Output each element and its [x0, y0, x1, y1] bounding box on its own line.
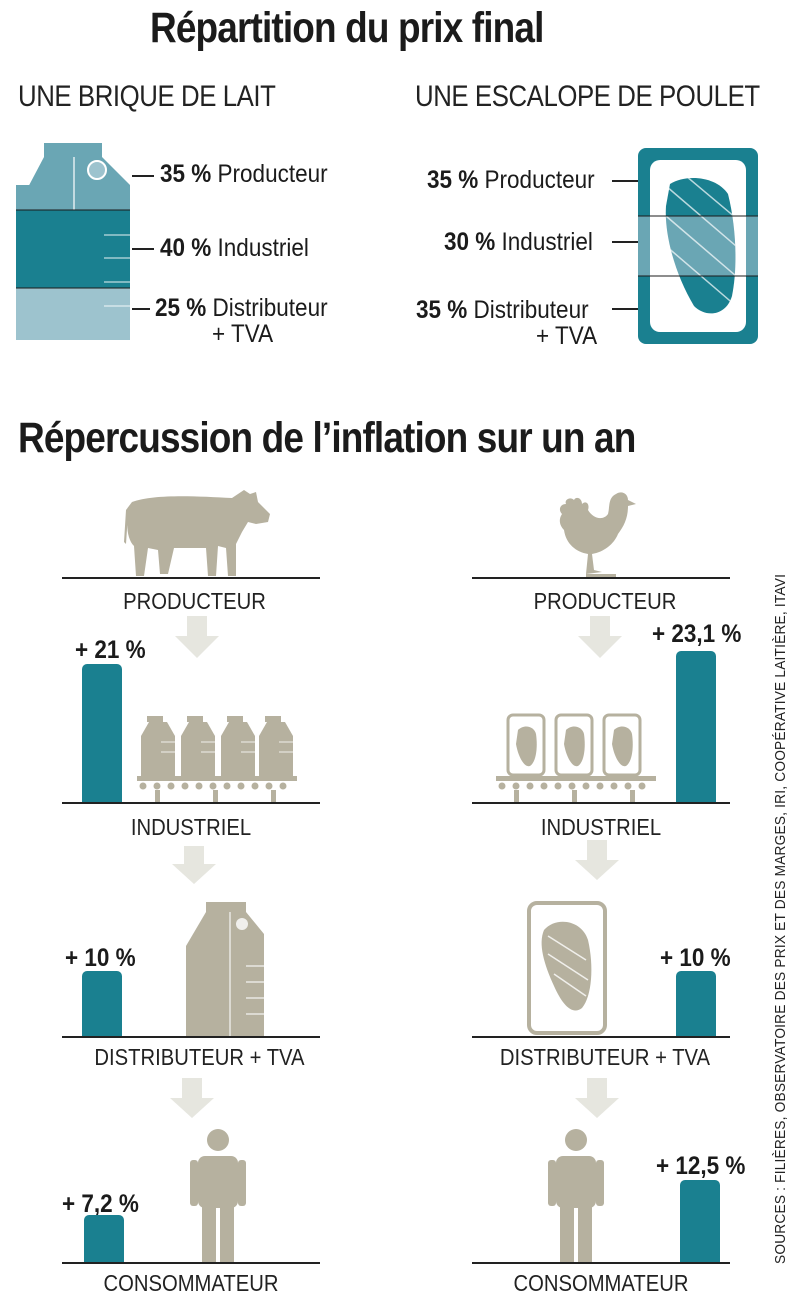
down-arrow-icon: [578, 616, 622, 658]
milk-carton-icon: [186, 902, 264, 1038]
milk-stage-distributor: DISTRIBUTEUR + TVA: [94, 1044, 305, 1070]
down-arrow-icon: [172, 846, 216, 884]
milk-distributor-bar: [82, 970, 122, 1036]
person-icon: [190, 1129, 246, 1264]
chicken-stage-industrial: INDUSTRIEL: [540, 814, 662, 840]
leader-line: [612, 308, 638, 310]
chicken-share-producer: 35 % Producteur: [427, 166, 595, 194]
chicken-consumer-pct: + 12,5 %: [656, 1152, 746, 1180]
inflation-title: Répercussion de l’inflation sur un an: [18, 414, 636, 462]
milk-distributor-pct: + 10 %: [65, 944, 136, 972]
main-title: Répartition du prix final: [150, 4, 544, 52]
chicken-share-industrial: 30 % Industriel: [444, 228, 593, 256]
milk-stage-industrial: INDUSTRIEL: [130, 814, 252, 840]
milk-share-industrial: 40 % Industriel: [160, 234, 309, 262]
chicken-stage-consumer: CONSOMMATEUR: [513, 1270, 689, 1296]
chicken-heading: UNE ESCALOPE DE POULET: [415, 80, 760, 113]
chicken-stage-distributor: DISTRIBUTEUR + TVA: [499, 1044, 711, 1070]
milk-stage-producer: PRODUCTEUR: [123, 588, 266, 614]
leader-line: [612, 241, 638, 243]
chicken-share-distributor-vat: + TVA: [536, 322, 598, 350]
chicken-industrial-bar: [676, 650, 716, 802]
leader-line: [132, 248, 154, 250]
chicken-consumer-bar: [680, 1180, 720, 1262]
factory-cartons-icon: [137, 716, 297, 804]
stage-line: [62, 802, 320, 804]
milk-industrial-pct: + 21 %: [75, 636, 146, 664]
milk-carton-icon: [16, 143, 130, 340]
cow-icon: [124, 490, 270, 576]
down-arrow-icon: [575, 840, 619, 880]
stage-line: [472, 802, 730, 804]
chicken-share-distributor: 35 % Distributeur: [416, 296, 589, 324]
chicken-distributor-bar: [676, 970, 716, 1036]
chicken-icon: [559, 492, 636, 578]
milk-stage-consumer: CONSOMMATEUR: [103, 1270, 279, 1296]
stage-line: [62, 577, 320, 579]
stage-line: [472, 577, 730, 579]
chicken-tray-icon: [527, 901, 607, 1035]
down-arrow-icon: [575, 1078, 619, 1118]
milk-industrial-bar: [82, 664, 122, 802]
stage-line: [472, 1262, 730, 1264]
milk-heading: UNE BRIQUE DE LAIT: [18, 80, 276, 113]
leader-line: [132, 308, 150, 310]
person-icon: [548, 1129, 604, 1264]
leader-line: [132, 175, 154, 177]
milk-share-producer: 35 % Producteur: [160, 160, 328, 188]
chicken-stage-producer: PRODUCTEUR: [533, 588, 677, 614]
stage-line: [62, 1262, 320, 1264]
milk-share-distributor-vat: + TVA: [212, 320, 274, 348]
stage-line: [472, 1036, 730, 1038]
source-note: SOURCES : FILIÈRES, OBSERVATOIRE DES PRI…: [772, 573, 789, 1264]
milk-consumer-bar: [84, 1214, 124, 1262]
factory-trays-icon: [496, 713, 656, 804]
leader-line: [612, 180, 638, 182]
stage-line: [62, 1036, 320, 1038]
chicken-tray-icon: [638, 148, 758, 344]
milk-consumer-pct: + 7,2 %: [62, 1190, 139, 1218]
milk-share-distributor: 25 % Distributeur: [155, 294, 328, 322]
down-arrow-icon: [170, 1078, 214, 1118]
chicken-distributor-pct: + 10 %: [660, 944, 731, 972]
down-arrow-icon: [175, 616, 219, 658]
chicken-industrial-pct: + 23,1 %: [652, 620, 742, 648]
